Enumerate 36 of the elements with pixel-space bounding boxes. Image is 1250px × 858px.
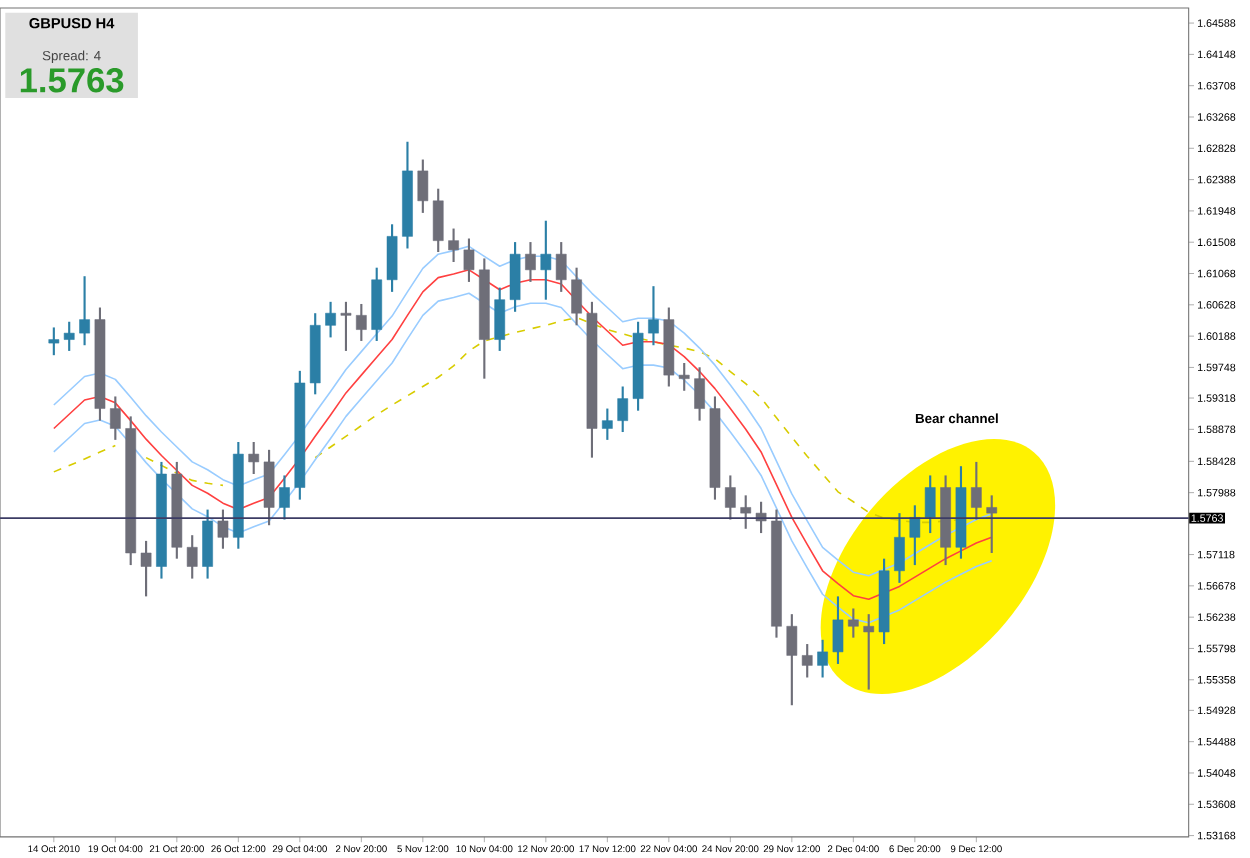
- candlestick: [263, 448, 275, 527]
- candlestick: [832, 595, 844, 665]
- candlestick: [279, 474, 290, 521]
- candlestick: [109, 395, 121, 441]
- candlestick: [340, 300, 352, 352]
- candlestick: [540, 219, 552, 301]
- candlestick: [648, 285, 659, 347]
- candlestick: [355, 302, 367, 342]
- candlestick: [909, 504, 921, 567]
- candlestick: [448, 227, 459, 263]
- candlestick: [571, 266, 582, 327]
- candlestick: [79, 275, 90, 347]
- candlestick: [740, 494, 752, 530]
- candlestick: [463, 237, 475, 283]
- candlestick: [817, 638, 828, 679]
- candlestick: [617, 385, 629, 434]
- candlestick: [848, 607, 859, 639]
- candlestick: [555, 240, 567, 293]
- candlestick: [509, 240, 521, 313]
- candlestick: [217, 508, 229, 550]
- candlestick: [601, 407, 613, 441]
- candlestick: [924, 474, 936, 535]
- candlestick: [970, 460, 982, 521]
- candlestick: [725, 474, 736, 521]
- candlestick: [525, 240, 536, 283]
- candlestick: [494, 286, 506, 352]
- candlestick: [863, 613, 875, 691]
- candlestick: [694, 366, 705, 422]
- candlestick: [202, 508, 213, 580]
- candlestick: [386, 223, 398, 293]
- candlestick: [140, 539, 152, 598]
- candlestick: [325, 300, 336, 339]
- candlestick: [248, 440, 260, 475]
- annotation: 1.5763: [20, 67, 124, 93]
- candlestick: [894, 511, 905, 584]
- candlestick: [986, 494, 998, 554]
